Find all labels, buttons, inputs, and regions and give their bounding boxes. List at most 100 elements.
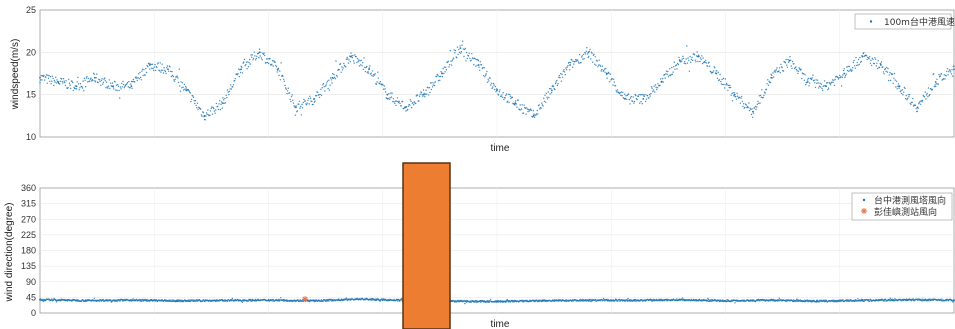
windspeed-data-point <box>430 88 432 91</box>
windspeed-data-point <box>793 63 795 65</box>
windspeed-data-point <box>818 87 820 89</box>
windspeed-data-point <box>774 71 777 73</box>
windspeed-data-point <box>654 91 656 93</box>
windspeed-data-point <box>584 51 586 54</box>
windspeed-data-point <box>661 77 664 80</box>
windspeed-data-point <box>219 108 221 111</box>
windspeed-data-point <box>839 77 841 79</box>
windspeed-data-point <box>920 103 922 106</box>
windspeed-data-point <box>365 66 367 69</box>
windspeed-data-point <box>428 94 430 96</box>
wind-direction-data-point <box>698 300 700 302</box>
windspeed-data-point <box>212 106 214 109</box>
windspeed-data-point <box>412 102 414 104</box>
windspeed-data-point <box>325 84 327 86</box>
wind-direction-data-point <box>945 300 948 302</box>
windspeed-data-point <box>670 73 672 76</box>
windspeed-y-tick-label: 10 <box>26 132 36 142</box>
windspeed-data-point <box>929 93 931 96</box>
windspeed-data-point <box>283 80 285 82</box>
wind-direction-legend-marker-station <box>861 208 867 214</box>
windspeed-data-point <box>722 77 725 80</box>
windspeed-data-point <box>571 66 574 68</box>
windspeed-data-point <box>626 98 628 101</box>
wind-direction-data-point <box>749 299 751 301</box>
windspeed-data-point <box>917 107 919 110</box>
windspeed-data-point <box>158 70 161 72</box>
windspeed-data-point <box>62 82 64 84</box>
windspeed-data-point <box>185 85 187 88</box>
windspeed-data-point <box>940 73 943 75</box>
windspeed-data-point <box>748 109 751 112</box>
windspeed-data-point <box>897 83 900 85</box>
windspeed-data-point <box>694 59 696 61</box>
windspeed-legend-box <box>854 13 952 30</box>
windspeed-data-point <box>697 54 700 56</box>
windspeed-data-point <box>368 68 370 71</box>
windspeed-data-point <box>605 73 608 76</box>
windspeed-data-point <box>137 77 139 79</box>
windspeed-data-point <box>908 94 911 96</box>
windspeed-data-point <box>925 98 927 100</box>
windspeed-data-point <box>123 87 126 89</box>
windspeed-data-point <box>944 78 946 80</box>
wind-direction-data-point <box>396 300 399 302</box>
windspeed-data-point <box>587 56 589 59</box>
windspeed-data-point <box>564 74 566 76</box>
windspeed-data-point <box>120 88 122 90</box>
windspeed-data-point <box>724 87 726 89</box>
windspeed-data-point <box>870 59 872 62</box>
windspeed-data-point <box>665 73 667 75</box>
windspeed-data-point <box>586 53 589 55</box>
windspeed-data-point <box>831 79 834 81</box>
windspeed-data-point <box>420 92 423 94</box>
wind-direction-y-tick-label: 180 <box>21 246 36 256</box>
windspeed-data-point <box>275 64 277 67</box>
windspeed-data-point <box>790 59 792 61</box>
windspeed-data-point <box>448 63 451 66</box>
windspeed-data-point <box>478 66 480 68</box>
windspeed-data-point <box>871 64 873 67</box>
windspeed-data-point <box>333 73 335 76</box>
windspeed-data-point <box>290 95 293 98</box>
windspeed-data-point <box>379 81 382 83</box>
windspeed-data-point <box>260 57 263 59</box>
wind-direction-data-point <box>176 299 178 301</box>
windspeed-data-point <box>230 84 232 86</box>
windspeed-data-point <box>549 93 551 95</box>
windspeed-data-point <box>633 102 635 104</box>
windspeed-data-point <box>547 91 549 93</box>
windspeed-data-point <box>277 69 279 71</box>
wind-direction-data-point <box>928 300 930 302</box>
windspeed-data-point <box>546 96 548 98</box>
windspeed-data-point <box>47 74 49 76</box>
windspeed-data-point <box>536 109 538 112</box>
windspeed-data-point <box>710 71 712 73</box>
wind-direction-data-point <box>50 299 52 301</box>
windspeed-data-point <box>848 70 850 73</box>
windspeed-data-point <box>439 79 441 82</box>
windspeed-data-point <box>425 89 427 91</box>
wind-direction-data-point <box>171 299 173 301</box>
windspeed-data-point <box>780 63 782 66</box>
wind-direction-data-point <box>707 297 709 300</box>
windspeed-data-point <box>533 116 536 119</box>
windspeed-data-point <box>81 87 84 89</box>
windspeed-data-point <box>832 81 834 84</box>
wind-direction-x-axis-label: time <box>491 319 510 329</box>
windspeed-data-point <box>918 103 920 105</box>
windspeed-data-point <box>363 57 365 59</box>
windspeed-data-point <box>83 77 86 80</box>
windspeed-data-point <box>272 65 274 67</box>
wind-direction-data-point <box>196 300 199 302</box>
windspeed-data-point <box>514 104 516 106</box>
windspeed-data-point <box>550 92 553 94</box>
windspeed-data-point <box>891 73 894 75</box>
wind-direction-data-point <box>770 300 772 302</box>
windspeed-data-point <box>251 54 253 56</box>
windspeed-data-point <box>468 52 470 54</box>
wind-direction-data-point <box>177 299 180 301</box>
windspeed-data-point <box>102 83 104 85</box>
windspeed-data-point <box>345 66 347 68</box>
windspeed-data-point <box>626 94 628 97</box>
